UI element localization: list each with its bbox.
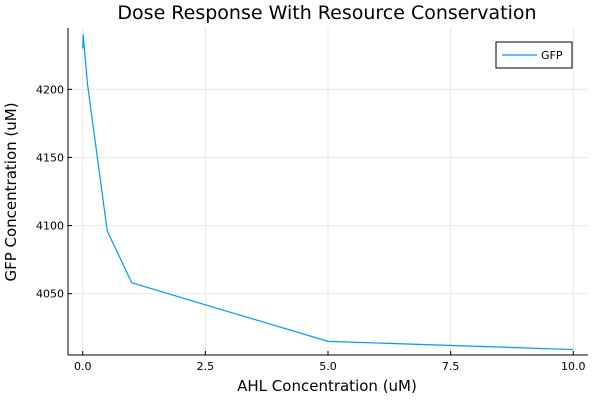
y-ticks: 4050 4100 4150 4200	[36, 83, 72, 301]
y-tick-label: 4200	[36, 83, 64, 96]
series-line-gfp	[82, 34, 574, 351]
legend: GFP	[495, 41, 573, 69]
chart-title: Dose Response With Resource Conservation	[117, 2, 536, 24]
x-tick-label: 5.0	[319, 360, 337, 373]
y-tick-label: 4100	[36, 220, 64, 233]
legend-label-gfp: GFP	[541, 49, 563, 62]
grid	[68, 28, 588, 355]
x-tick-label: 2.5	[197, 360, 215, 373]
x-tick-label: 0.0	[74, 360, 92, 373]
x-axis-label: AHL Concentration (uM)	[237, 377, 417, 395]
y-tick-label: 4150	[36, 151, 64, 164]
series-layer	[82, 34, 574, 351]
x-tick-label: 7.5	[442, 360, 460, 373]
y-tick-label: 4050	[36, 288, 64, 301]
x-ticks: 0.0 2.5 5.0 7.5 10.0	[74, 351, 586, 373]
y-axis-label: GFP Concentration (uM)	[2, 102, 20, 281]
x-tick-label: 10.0	[561, 360, 586, 373]
